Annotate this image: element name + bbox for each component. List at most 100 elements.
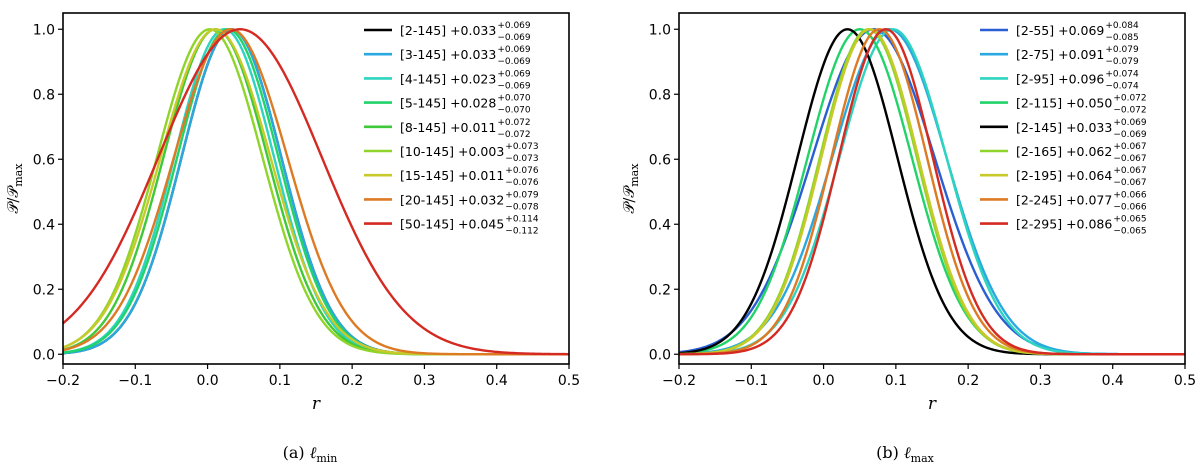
x-tick-label: 0.2 [341, 373, 363, 389]
legend-range: [10-145] [400, 144, 458, 159]
x-tick-label: −0.2 [662, 373, 696, 389]
legend-range: [15-145] [400, 168, 458, 183]
caption-prefix: (a) [283, 443, 310, 462]
legend-minus-error: −0.112 [505, 227, 538, 237]
panel-caption: (a) ℓmin [283, 443, 338, 465]
x-tick-label: 0.4 [486, 373, 508, 389]
legend-entry: [2-295] +0.086 [1016, 217, 1112, 232]
legend-plus-error: +0.069 [497, 21, 531, 31]
legend-range: [2-145] [400, 23, 450, 38]
plot-frame [62, 12, 570, 365]
legend-entry: [4-145] +0.023 [400, 71, 496, 86]
legend-range: [2-95] [1016, 71, 1058, 86]
caption-prefix: (b) [876, 443, 904, 462]
x-tick-label: −0.2 [46, 373, 80, 389]
y-tick-label: 0.4 [33, 217, 55, 233]
legend-plus-error: +0.079 [1105, 45, 1139, 55]
legend-entry: [2-145] +0.033 [1016, 120, 1112, 135]
series-line-a-7 [62, 28, 569, 356]
y-tick-label: 0.0 [33, 347, 55, 363]
x-tick-label: 0.5 [558, 373, 580, 389]
legend-entry: [2-115] +0.050 [1016, 96, 1112, 111]
legend-mean: +0.062 [1066, 144, 1112, 159]
y-tick-label: 1.0 [649, 22, 671, 38]
x-tick-label: −0.1 [118, 373, 152, 389]
legend-mean: +0.086 [1066, 217, 1112, 232]
legend-plus-error: +0.073 [505, 142, 538, 152]
legend-range: [5-145] [400, 96, 450, 111]
legend-range: [2-115] [1016, 96, 1066, 111]
y-axis-label-main: 𝒫/𝒫 [4, 185, 22, 214]
y-tick-label: 0.2 [649, 282, 671, 298]
legend-mean: +0.069 [1058, 23, 1104, 38]
series-line-b-8 [679, 28, 1185, 356]
legend-range: [2-55] [1016, 23, 1058, 38]
panel-caption: (b) ℓmax [876, 443, 934, 465]
legend-entry: [2-165] +0.062 [1016, 144, 1112, 159]
caption-symbol: ℓ [310, 443, 317, 462]
legend-minus-error: −0.073 [505, 154, 538, 164]
legend-range: [3-145] [400, 47, 450, 62]
y-tick-label: 0.0 [649, 347, 671, 363]
legend-minus-error: −0.078 [505, 202, 539, 212]
legend-range: [20-145] [400, 192, 458, 207]
legend-minus-error: −0.067 [1113, 178, 1146, 188]
x-tick-label: 0.0 [196, 373, 218, 389]
legend-range: [2-295] [1016, 217, 1066, 232]
legend-entry: [2-75] +0.091 [1016, 47, 1104, 62]
series-line-a-8 [62, 28, 570, 356]
legend-plus-error: +0.066 [1113, 190, 1147, 200]
legend-plus-error: +0.076 [505, 166, 539, 176]
legend-minus-error: −0.066 [1113, 202, 1147, 212]
x-tick-label: 0.5 [1174, 373, 1196, 389]
legend-mean: +0.033 [1066, 120, 1112, 135]
legend-mean: +0.011 [458, 168, 504, 183]
legend-minus-error: −0.069 [1113, 130, 1147, 140]
legend-plus-error: +0.079 [505, 190, 539, 200]
legend-range: [50-145] [400, 217, 458, 232]
chart-panel-a: −0.2 −0.1 0.0 0.1 0.2 0.3 0.4 0.5 0.0 0.2 0.4 0.6 0.… [4, 12, 580, 465]
legend-entry: [3-145] +0.033 [400, 47, 496, 62]
x-tick-label: 0.3 [1029, 373, 1051, 389]
legend-mean: +0.045 [458, 217, 504, 232]
y-tick-label: 0.8 [33, 87, 55, 103]
legend-mean: +0.023 [450, 71, 496, 86]
chart-panel-b: −0.2 −0.1 0.0 0.1 0.2 0.3 0.4 0.5 0.0 0.2 0.4 0.6 0.… [620, 12, 1196, 465]
legend-entry: [15-145] +0.011 [400, 168, 504, 183]
y-axis-label-sub: max [628, 163, 641, 187]
legend: [2-55] +0.069 +0.084−0.085[2-75] +0.091 +0… [980, 21, 1147, 237]
legend-minus-error: −0.069 [497, 33, 531, 43]
legend-minus-error: −0.069 [497, 57, 531, 67]
y-tick-label: 1.0 [33, 22, 55, 38]
legend-entry: [2-145] +0.033 [400, 23, 496, 38]
x-tick-label: 0.1 [885, 373, 907, 389]
legend-minus-error: −0.070 [497, 106, 531, 116]
x-tick-label: 0.3 [413, 373, 435, 389]
legend-minus-error: −0.072 [497, 130, 530, 140]
legend-minus-error: −0.065 [1113, 227, 1146, 237]
legend-plus-error: +0.065 [1113, 215, 1146, 225]
legend-mean: +0.011 [450, 120, 496, 135]
x-axis-label: r [312, 394, 321, 414]
y-tick-label: 0.8 [649, 87, 671, 103]
legend-plus-error: +0.069 [497, 69, 531, 79]
legend-range: [2-165] [1016, 144, 1066, 159]
legend-range: [8-145] [400, 120, 450, 135]
legend-entry: [2-55] +0.069 [1016, 23, 1104, 38]
legend-plus-error: +0.114 [505, 215, 539, 225]
y-axis-label: 𝒫/𝒫max [4, 163, 25, 214]
legend-entry: [8-145] +0.011 [400, 120, 496, 135]
legend-entry: [50-145] +0.045 [400, 217, 504, 232]
caption-subscript: max [911, 452, 935, 465]
legend: [2-145] +0.033 +0.069−0.069[3-145] +0.033… [364, 21, 539, 237]
legend-entry: [2-245] +0.077 [1016, 192, 1112, 207]
legend-mean: +0.077 [1066, 192, 1112, 207]
y-axis-label: 𝒫/𝒫max [620, 163, 641, 214]
legend-mean: +0.096 [1058, 71, 1104, 86]
x-tick-label: −0.1 [734, 373, 768, 389]
legend-entry: [20-145] +0.032 [400, 192, 504, 207]
legend-plus-error: +0.069 [1113, 118, 1147, 128]
legend-entry: [5-145] +0.028 [400, 96, 496, 111]
legend-entry: [2-95] +0.096 [1016, 71, 1104, 86]
